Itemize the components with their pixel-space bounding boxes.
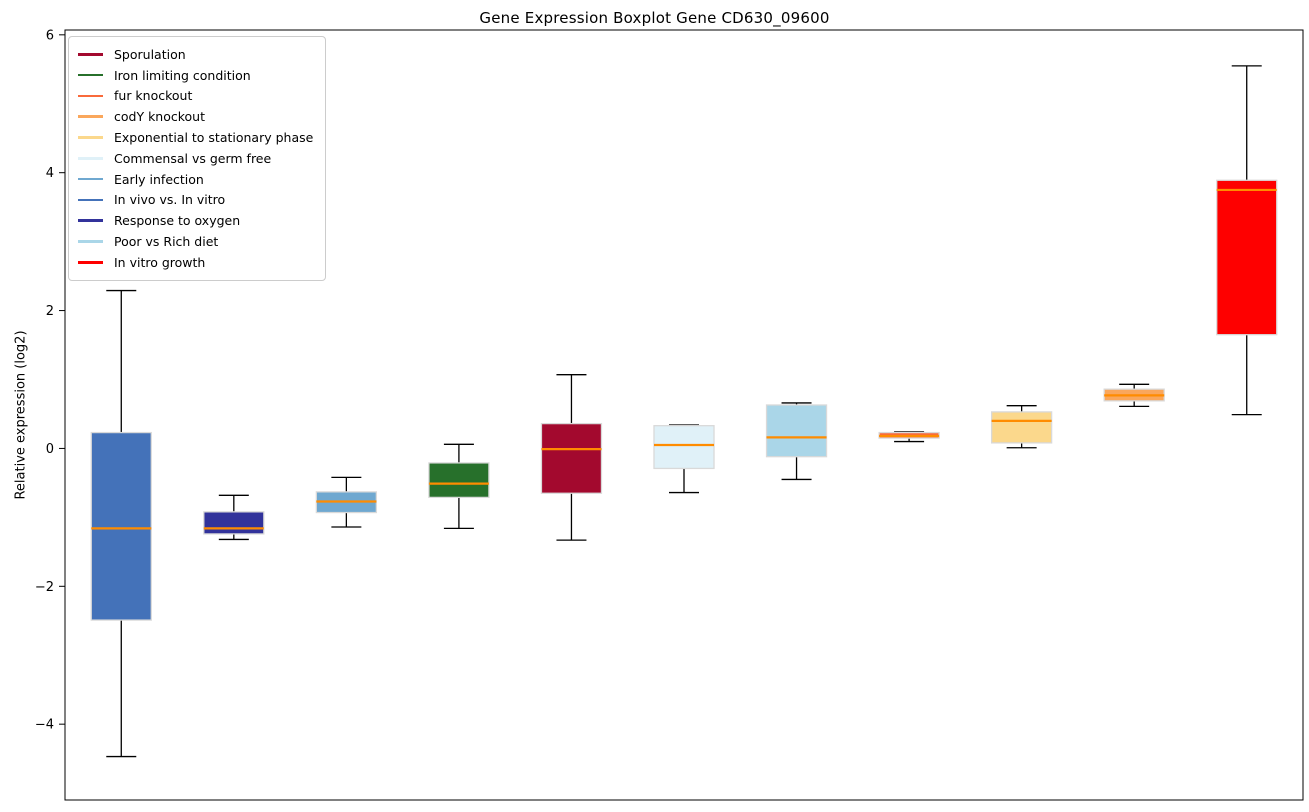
y-tick-label: −4 bbox=[35, 718, 54, 733]
box-group-sporulation bbox=[540, 374, 603, 541]
box-group-in-vitro-growth bbox=[1216, 65, 1278, 416]
legend-label: Iron limiting condition bbox=[114, 67, 251, 83]
box-group-early-infection bbox=[315, 476, 378, 528]
legend-swatch-line bbox=[78, 115, 103, 119]
y-tick-label: 0 bbox=[46, 442, 54, 457]
legend-label: Poor vs Rich diet bbox=[114, 234, 219, 250]
legend-item-response-to-oxygen: Response to oxygen bbox=[78, 210, 313, 231]
legend-label: Exponential to stationary phase bbox=[114, 130, 314, 146]
y-tick-label: 2 bbox=[46, 304, 54, 319]
legend-swatch-line bbox=[78, 73, 103, 77]
legend-label: fur knockout bbox=[114, 88, 193, 104]
legend-item-exponential-to-stationary-phase: Exponential to stationary phase bbox=[78, 127, 313, 148]
y-tick-label: 6 bbox=[46, 28, 54, 43]
legend-label: codY knockout bbox=[114, 109, 206, 125]
iqr-box bbox=[1216, 179, 1278, 336]
legend-item-in-vitro-growth: In vitro growth bbox=[78, 252, 313, 273]
legend-item-sporulation: Sporulation bbox=[78, 44, 313, 65]
legend-swatch-line bbox=[78, 157, 103, 160]
legend-label: Response to oxygen bbox=[114, 213, 241, 229]
legend-item-early-infection: Early infection bbox=[78, 169, 313, 190]
legend-item-cody-knockout: codY knockout bbox=[78, 106, 313, 127]
legend-swatch-line bbox=[78, 177, 103, 181]
box-group-poor-vs-rich-diet bbox=[765, 402, 828, 481]
legend-label: In vivo vs. In vitro bbox=[114, 192, 226, 208]
legend-item-in-vivo-vs-in-vitro: In vivo vs. In vitro bbox=[78, 190, 313, 211]
iqr-box bbox=[540, 422, 603, 494]
legend-label: Early infection bbox=[114, 171, 204, 187]
legend-item-fur-knockout: fur knockout bbox=[78, 86, 313, 107]
box-group-fur-knockout bbox=[878, 431, 940, 443]
legend-item-commensal-vs-germ-free: Commensal vs germ free bbox=[78, 148, 313, 169]
box-group-response-to-oxygen bbox=[203, 494, 265, 541]
y-tick-label: −2 bbox=[35, 580, 54, 595]
legend-swatch-line bbox=[78, 53, 103, 56]
legend-swatch-line bbox=[78, 261, 103, 264]
legend-item-iron-limiting-condition: Iron limiting condition bbox=[78, 65, 313, 86]
box-group-commensal-vs-germ-free bbox=[653, 424, 715, 494]
box-group-in-vivo-vs-in-vitro bbox=[90, 289, 152, 758]
legend-swatch-line bbox=[78, 94, 103, 98]
legend-label: Commensal vs germ free bbox=[114, 150, 272, 166]
box-group-cody-knockout bbox=[1103, 383, 1165, 408]
box-group-iron-limiting-condition bbox=[428, 443, 490, 530]
y-tick-label: 4 bbox=[46, 166, 54, 181]
iqr-box bbox=[990, 411, 1053, 444]
iqr-box bbox=[90, 431, 152, 621]
legend-label: In vitro growth bbox=[114, 254, 206, 270]
legend-item-poor-vs-rich-diet: Poor vs Rich diet bbox=[78, 231, 313, 252]
iqr-box bbox=[203, 511, 265, 535]
legend-swatch-line bbox=[78, 198, 103, 202]
legend-label: Sporulation bbox=[114, 46, 186, 62]
legend-swatch-line bbox=[78, 136, 103, 139]
iqr-box bbox=[765, 404, 828, 458]
legend-swatch-line bbox=[78, 240, 103, 243]
plot-border bbox=[64, 29, 1304, 801]
iqr-box bbox=[653, 425, 715, 470]
box-group-exponential-to-stationary-phase bbox=[990, 405, 1053, 449]
legend-swatch-line bbox=[78, 219, 103, 223]
chart-title: Gene Expression Boxplot Gene CD630_09600 bbox=[479, 9, 830, 27]
legend: Sporulation Iron limiting condition fur kn… bbox=[68, 36, 327, 281]
iqr-box bbox=[428, 462, 490, 499]
